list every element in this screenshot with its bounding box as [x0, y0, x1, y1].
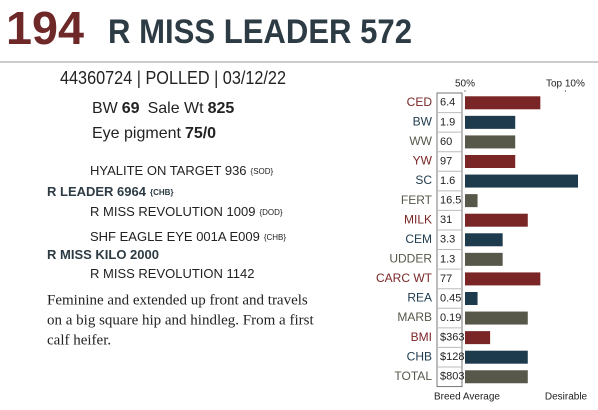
bar: [465, 213, 528, 227]
trait-label: BW: [413, 115, 433, 129]
pedigree-tag: {CHB}: [150, 188, 174, 197]
bar: [465, 272, 541, 286]
trait-label: BMI: [411, 330, 432, 344]
pedigree-tag: {SOD}: [251, 167, 274, 176]
epd-value: 1.3: [440, 253, 455, 265]
trait-label: YW: [413, 154, 433, 168]
pedigree-name: R MISS REVOLUTION 1142: [90, 266, 254, 281]
epd-value: 0.45: [440, 292, 461, 304]
x-tick-label: 50%: [455, 79, 475, 90]
bar: [465, 174, 578, 188]
trait-label: REA: [407, 291, 432, 305]
bottom-label: Breed Average: [434, 392, 500, 403]
bar: [465, 252, 503, 266]
trait-label: FERT: [401, 193, 433, 207]
pedigree-name: R MISS REVOLUTION 1009: [90, 204, 255, 219]
trait-label: MILK: [404, 212, 432, 226]
bar: [465, 350, 528, 364]
stat-label: Eye pigment: [92, 125, 181, 142]
trait-label: MARB: [397, 310, 432, 324]
animal-name: R MISS LEADER 572: [108, 13, 412, 51]
epd-value: $803: [440, 371, 464, 383]
id-line: 44360724 | POLLED | 03/12/22: [60, 68, 286, 88]
value-column: [436, 92, 463, 388]
epd-value: $128: [440, 351, 464, 363]
description-line: on a big square hip and hindleg. From a …: [47, 312, 314, 328]
pedigree-name: HYALITE ON TARGET 936: [90, 163, 247, 178]
trait-label: SC: [415, 173, 432, 187]
bar: [465, 115, 516, 129]
pedigree-line: R MISS KILO 2000: [47, 247, 159, 262]
epd-value: $363: [440, 332, 464, 344]
epd-value: 97: [440, 155, 452, 167]
epd-value: 1.6: [440, 175, 455, 187]
epd-value: 3.3: [440, 234, 455, 246]
trait-label: TOTAL: [394, 369, 432, 383]
pedigree-name: SHF EAGLE EYE 001A E009: [90, 229, 260, 244]
trait-label: CARC WT: [376, 271, 433, 285]
bar: [465, 370, 528, 384]
trait-label: CHB: [407, 349, 432, 363]
bar: [465, 311, 528, 325]
epd-value: 0.19: [440, 312, 461, 324]
stat-value: 825: [208, 100, 235, 117]
stat-label: BW: [92, 100, 119, 117]
bar: [465, 194, 478, 208]
bar: [465, 291, 478, 305]
trait-label: UDDER: [389, 252, 432, 266]
stat-value: 69: [122, 100, 140, 117]
pedigree-line: SHF EAGLE EYE 001A E009 {CHB}: [90, 229, 286, 244]
epd-value: 60: [440, 136, 452, 148]
pedigree-line: R LEADER 6964 {CHB}: [47, 184, 174, 199]
bar: [465, 331, 491, 345]
epd-value: 6.4: [440, 97, 455, 109]
pedigree-name: R MISS KILO 2000: [47, 247, 159, 262]
epd-value: 1.9: [440, 116, 455, 128]
pedigree-line: HYALITE ON TARGET 936 {SOD}: [90, 163, 274, 178]
trait-label: CEM: [405, 232, 432, 246]
pedigree-line: R MISS REVOLUTION 1142: [90, 266, 254, 281]
pedigree-tag: {CHB}: [264, 233, 287, 242]
pedigree-name: R LEADER 6964: [47, 184, 147, 199]
stat-label: Sale Wt: [148, 100, 205, 117]
stat-value: 75/0: [185, 125, 216, 142]
x-tick-label: Top 10%: [546, 79, 585, 90]
trait-label: WW: [409, 134, 432, 148]
stats-line: Eye pigment 75/0: [92, 125, 216, 142]
bar: [465, 233, 503, 247]
epd-value: 16.5: [440, 195, 461, 207]
stats-line: BW 69 Sale Wt 825: [92, 100, 234, 117]
description-line: Feminine and extended up front and trave…: [47, 292, 308, 308]
pedigree-tag: {DOD}: [259, 208, 282, 217]
epd-value: 31: [440, 214, 452, 226]
bar: [465, 135, 516, 149]
pedigree-line: R MISS REVOLUTION 1009 {DOD}: [90, 204, 283, 219]
epd-value: 77: [440, 273, 452, 285]
lot-number: 194: [6, 2, 84, 54]
bar: [465, 96, 541, 110]
trait-label: CED: [407, 95, 433, 109]
bar: [465, 154, 516, 168]
bottom-label: Desirable: [545, 392, 588, 403]
description-line: calf heifer.: [47, 332, 111, 348]
